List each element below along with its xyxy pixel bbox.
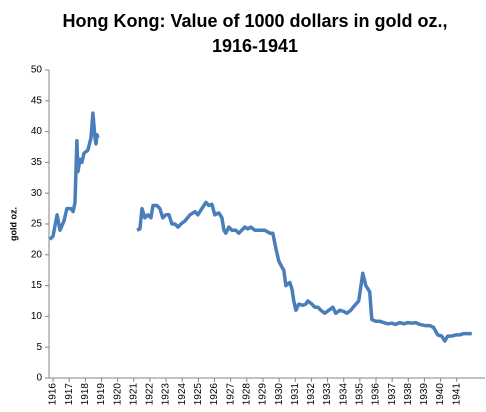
x-tick-label: 1931: [290, 383, 301, 406]
x-tick-label: 1928: [241, 383, 252, 406]
x-tick-label: 1926: [209, 383, 220, 406]
y-tick-label: 30: [31, 188, 43, 199]
y-tick-label: 10: [31, 311, 43, 322]
y-tick-label: 50: [31, 65, 43, 76]
data-line: [48, 111, 472, 343]
x-tick-label: 1935: [354, 383, 365, 406]
y-tick-label: 45: [31, 95, 43, 106]
x-tick-label: 1934: [338, 383, 349, 406]
x-tick-label: 1919: [96, 383, 107, 406]
x-tick-label: 1921: [128, 383, 139, 406]
x-tick-label: 1920: [112, 383, 123, 406]
y-axis-label: gold oz.: [8, 207, 18, 241]
y-tick-label: 40: [31, 126, 43, 137]
x-tick-label: 1917: [64, 383, 75, 406]
y-tick-label: 0: [36, 373, 42, 384]
x-tick-label: 1930: [274, 383, 285, 406]
x-tick-label: 1929: [258, 383, 269, 406]
x-tick-label: 1927: [225, 383, 236, 406]
y-tick-label: 35: [31, 157, 43, 168]
x-tick-label: 1936: [371, 383, 382, 406]
chart-title: 1916-1941: [212, 36, 298, 56]
y-tick-label: 20: [31, 249, 43, 260]
x-tick-label: 1940: [435, 383, 446, 406]
x-tick-label: 1923: [161, 383, 172, 406]
x-tick-label: 1939: [419, 383, 430, 406]
y-tick-label: 25: [31, 219, 43, 230]
x-tick-label: 1933: [322, 383, 333, 406]
x-tick-label: 1925: [193, 383, 204, 406]
x-tick-label: 1938: [403, 383, 414, 406]
x-tick-label: 1932: [306, 383, 317, 406]
x-tick-label: 1937: [387, 383, 398, 406]
y-tick-label: 15: [31, 280, 43, 291]
y-tick-label: 5: [36, 342, 42, 353]
x-tick-label: 1918: [80, 383, 91, 406]
x-tick-label: 1922: [145, 383, 156, 406]
x-tick-label: 1916: [48, 383, 59, 406]
x-tick-label: 1941: [451, 383, 462, 406]
x-tick-label: 1924: [177, 383, 188, 406]
chart-title: Hong Kong: Value of 1000 dollars in gold…: [62, 11, 447, 31]
